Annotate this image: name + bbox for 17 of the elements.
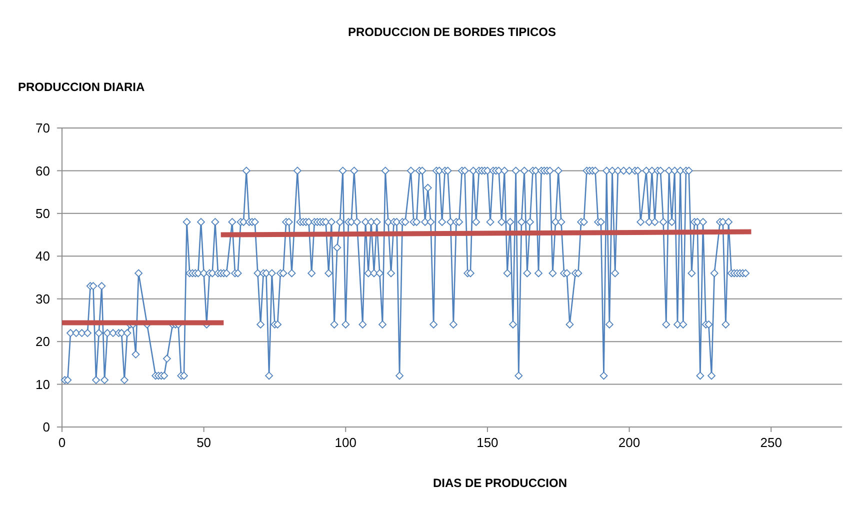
x-tick-label: 200 (618, 435, 640, 450)
x-tick-label: 250 (760, 435, 782, 450)
x-tick-label: 50 (196, 435, 212, 450)
y-tick-label: 70 (36, 120, 50, 136)
y-tick-label: 40 (36, 248, 50, 264)
y-tick-label: 50 (36, 206, 50, 221)
x-tick-label: 150 (476, 435, 498, 450)
chart-title: PRODUCCION DE BORDES TIPICOS (348, 25, 556, 39)
y-tick-label: 10 (36, 376, 50, 392)
x-axis-title: DIAS DE PRODUCCION (432, 476, 568, 490)
y-tick-label: 20 (36, 334, 50, 350)
y-tick-label: 0 (42, 420, 50, 435)
y-tick-label: 60 (36, 163, 50, 178)
y-axis-title: PRODUCCION DIARIA (18, 80, 145, 94)
y-tick-label: 30 (36, 291, 50, 306)
x-tick-label: 100 (334, 435, 356, 450)
x-tick-label: 0 (58, 435, 66, 450)
